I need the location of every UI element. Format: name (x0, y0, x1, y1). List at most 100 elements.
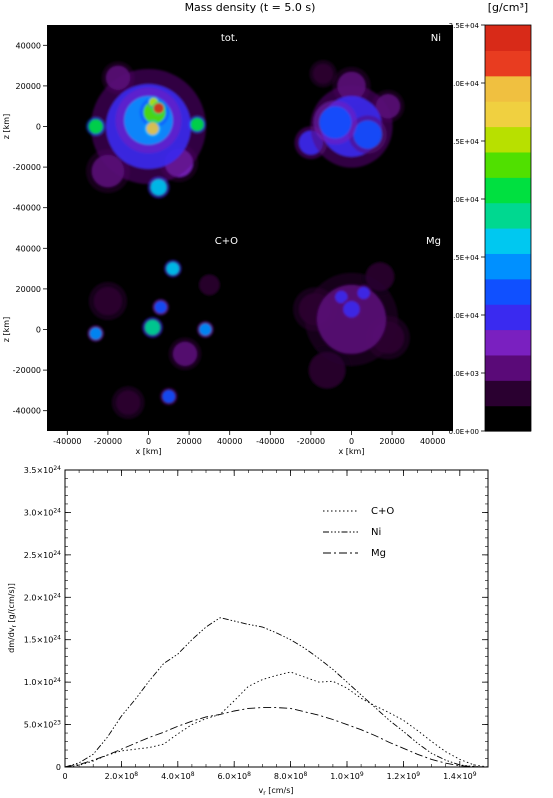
z-tick-label: 0 (36, 326, 41, 335)
colorbar-unit-label: [g/cm³] (488, 1, 528, 14)
colorbar-swatch (485, 151, 531, 178)
density-blob (343, 301, 360, 318)
y-tick-label: 3.0×1024 (24, 507, 61, 517)
colorbar-tick-label: 1.0E+04 (449, 312, 480, 320)
z-tick-label: -20000 (13, 366, 41, 375)
density-blob (319, 106, 352, 139)
colorbar-swatch (485, 253, 531, 280)
colorbar-swatch (485, 228, 531, 254)
density-blob (162, 389, 176, 403)
x-tick-label: 0 (349, 437, 354, 446)
y-tick-label: 3.5×1024 (24, 465, 61, 475)
colorbar-swatch (485, 126, 531, 153)
series-line-mg (64, 707, 489, 768)
y-tick-label: 1.0×1024 (24, 677, 61, 687)
y-tick-label: 5.0×1023 (24, 720, 61, 730)
colorbar-swatch (485, 75, 531, 102)
density-panel-0: tot. (47, 25, 250, 228)
density-blob (199, 323, 212, 336)
x-axis-label: vr [cm/s] (258, 786, 293, 797)
x-tick-label: 1.0×109 (330, 771, 364, 781)
x-tick-label: 2.0×108 (105, 771, 139, 781)
density-blob (312, 63, 334, 84)
legend-label: Ni (371, 527, 381, 538)
x-tick-label: 8.0×108 (274, 771, 308, 781)
z-tick-label: -40000 (13, 204, 41, 213)
z-tick-label: 40000 (16, 244, 41, 253)
x-tick-label: 20000 (379, 437, 404, 446)
colorbar-swatch (485, 304, 531, 331)
z-axis-label: z [km] (2, 317, 11, 342)
density-blob (190, 117, 204, 131)
x-axis-label: x [km] (136, 447, 162, 456)
density-blob (116, 390, 141, 415)
x-tick-label: 1.4×109 (443, 771, 477, 781)
x-tick-label: 1.2×109 (387, 771, 421, 781)
colorbar: [g/cm³] 0.0E+00 5.0E+03 1.0E+04 1.5E+04 2.0E… (449, 1, 532, 436)
x-axis-label: x [km] (339, 447, 365, 456)
y-tick-label: 2.0×1024 (24, 592, 61, 602)
colorbar-swatch (485, 50, 531, 77)
colorbar-swatch (485, 25, 531, 51)
panel-label: Mg (426, 236, 441, 247)
x-tick-label: 0 (146, 437, 151, 446)
line-chart-ticks: 0 2.0×108 4.0×108 6.0×108 8.0×108 1.0×109 1.2×… (24, 465, 488, 781)
density-blob (93, 286, 123, 316)
x-tick-label: 6.0×108 (217, 771, 251, 781)
line-chart-legend: C+O Ni Mg (323, 506, 394, 559)
z-tick-label: 40000 (16, 41, 41, 50)
colorbar-strip (484, 24, 532, 432)
x-tick-label: -20000 (94, 437, 122, 446)
density-blob (357, 286, 370, 300)
series-line-c-o (64, 671, 489, 768)
density-blob (146, 122, 159, 135)
colorbar-swatch (485, 354, 531, 381)
legend-label: Mg (371, 548, 386, 559)
density-blob (335, 290, 348, 304)
density-blob (150, 179, 167, 196)
y-tick-label: 0 (56, 763, 61, 772)
panel-label: C+O (215, 236, 238, 247)
colorbar-tick-label: 0.0E+00 (449, 428, 479, 436)
colorbar-swatch (485, 177, 531, 204)
z-tick-label: 20000 (16, 82, 41, 91)
density-panels: tot. Ni C+O Mg (47, 25, 453, 431)
colorbar-swatch (485, 380, 531, 407)
x-tick-label: 0 (62, 772, 67, 781)
colorbar-tick-label: 5.0E+03 (449, 370, 479, 378)
density-blob (172, 341, 198, 367)
legend-label: C+O (371, 506, 394, 517)
colorbar-swatch (485, 202, 531, 229)
z-tick-label: -20000 (13, 163, 41, 172)
colorbar-tick-label: 1.5E+04 (449, 254, 480, 262)
colorbar-swatch (485, 329, 531, 356)
y-tick-label: 2.5×1024 (24, 550, 61, 560)
density-blob (166, 262, 180, 276)
density-blob (144, 319, 161, 336)
colorbar-tick-label: 2.5E+04 (449, 138, 480, 146)
panel-label: Ni (431, 33, 441, 44)
line-chart-series (64, 617, 489, 768)
colorbar-swatch (485, 101, 531, 128)
z-tick-label: 0 (36, 123, 41, 132)
density-panel-2: C+O (47, 228, 250, 431)
y-axis-label: dm/dvr [g/(cm/s)] (7, 583, 18, 653)
z-axis-label: z [km] (2, 114, 11, 139)
colorbar-swatch (485, 278, 531, 305)
colorbar-swatch (485, 405, 531, 432)
x-tick-label: -40000 (53, 437, 81, 446)
density-map-title: Mass density (t = 5.0 s) (185, 1, 316, 14)
z-tick-label: -40000 (13, 407, 41, 416)
x-tick-label: 40000 (420, 437, 445, 446)
line-chart: 0 2.0×108 4.0×108 6.0×108 8.0×108 1.0×109 1.2×… (7, 465, 489, 797)
panel-label: tot. (221, 33, 238, 44)
density-blob (89, 327, 102, 340)
density-blob (153, 102, 164, 114)
series-line-ni (64, 617, 489, 768)
colorbar-ticks: 0.0E+00 5.0E+03 1.0E+04 1.5E+04 2.0E+04 2.5E+… (449, 22, 485, 436)
colorbar-tick-label: 3.0E+04 (449, 80, 480, 88)
colorbar-tick-label: 3.5E+04 (449, 22, 480, 30)
colorbar-tick-label: 2.0E+04 (449, 196, 480, 204)
density-blob (88, 119, 103, 134)
